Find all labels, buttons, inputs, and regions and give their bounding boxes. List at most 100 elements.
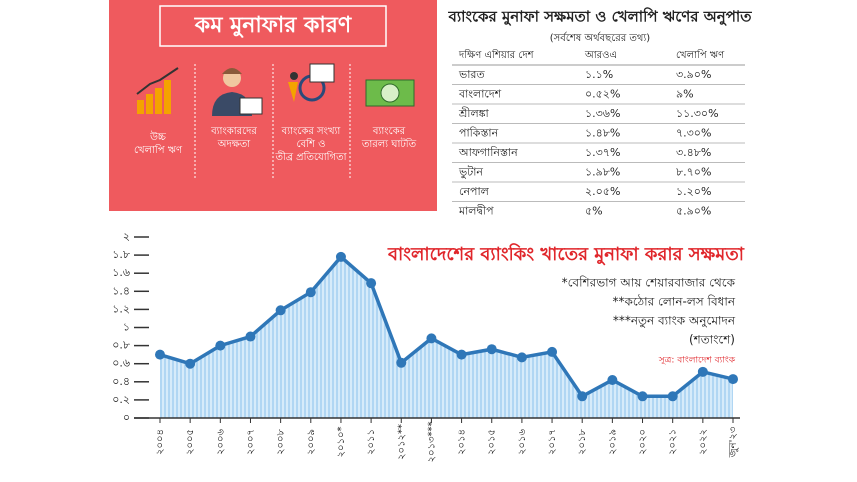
y-tick-label: ০.৮	[112, 339, 130, 352]
y-tick-label: ১.২	[112, 302, 130, 315]
point	[185, 358, 196, 369]
table-title: ব্যাংকের মুনাফা সক্ষমতা ও খেলাপি ঋণের অন…	[447, 7, 752, 26]
table-cell: ৭.৩০%	[676, 127, 711, 140]
reason-text: তারল্য ঘাটতি	[361, 137, 417, 150]
x-tick-label: ২০১৭	[547, 429, 558, 455]
table-cell: পাকিস্তান	[459, 127, 499, 140]
x-tick-label: ২০১৯	[607, 429, 618, 455]
table-cell: মালদ্বীপ	[458, 205, 494, 218]
source: সূত্র: বাংলাদেশ ব্যাংক	[658, 356, 736, 366]
x-tick-label: ২০১২**	[396, 424, 407, 460]
y-tick-label: ২	[123, 230, 130, 243]
table-header: দক্ষিণ এশিয়ার দেশ	[458, 49, 535, 61]
annotation: **কঠোর লোন-লস বিধান	[613, 295, 736, 309]
point	[396, 357, 407, 368]
table-cell: ভুটান	[458, 166, 483, 179]
panel-title-box	[159, 5, 387, 47]
reason-text: ব্যাংকের সংখ্যা	[281, 126, 342, 137]
x-tick-label: ২০১৩***	[426, 422, 437, 463]
x-tick-label: ২০০৪	[155, 429, 166, 455]
x-tick-label: ২০০৭	[245, 429, 256, 455]
panel-dividers	[194, 64, 351, 180]
table-cell: ১.৩৬%	[585, 107, 620, 120]
table-cell: ৯%	[676, 88, 694, 101]
icon-competition	[288, 63, 335, 102]
point	[426, 333, 437, 344]
point	[486, 344, 497, 355]
point	[607, 374, 618, 385]
x-tick-label: ২০১১	[366, 429, 377, 455]
table-cell: ২.০৫%	[585, 185, 620, 198]
point	[667, 391, 678, 402]
point	[305, 287, 316, 298]
table-cell: ১.৩৭%	[585, 146, 620, 159]
table-cell: ৫.৯০%	[676, 205, 711, 218]
reason-text: বেশি ও	[297, 138, 326, 150]
x-tick-label: ২০০৯	[306, 429, 317, 455]
point	[366, 278, 377, 289]
table-cell: ৫%	[585, 205, 603, 218]
y-tick-label: ০.৪	[112, 375, 130, 388]
table-cell: ভারত	[458, 68, 485, 81]
table-subtitle: (সর্বশেষ অর্থবছরের তথ্য)	[550, 32, 651, 44]
icon-money	[365, 79, 415, 107]
x-tick-label: ২০০৮	[276, 428, 287, 455]
x-tick-label: ২০২১	[668, 429, 679, 455]
point	[637, 391, 648, 402]
x-tick-label: ২০০৬	[215, 429, 226, 456]
point	[275, 305, 286, 316]
table-cell: আফগানিস্তান	[458, 146, 518, 159]
x-tick-label: ২০১৪	[457, 429, 468, 455]
reason-text: উচ্চ	[149, 130, 167, 143]
point	[728, 374, 738, 385]
table-cell: ১.২০%	[676, 185, 711, 198]
table-cell: ০.৫২%	[585, 88, 620, 101]
x-tick-label: ২০২২	[698, 429, 709, 455]
table-cell: শ্রীলঙ্কা	[458, 107, 490, 120]
x-tick-label: ২০০৫	[185, 429, 196, 455]
table-cell: ৩.৯০%	[676, 68, 711, 81]
reason-text: অদক্ষতা	[217, 139, 252, 150]
icon-growth	[136, 67, 179, 114]
table-cell: ১.৪৮%	[585, 127, 620, 140]
x-tick-label: জুন'২৩	[728, 426, 739, 458]
table-cell: ৩.৪৮%	[676, 146, 711, 159]
table-cell: ১.১%	[585, 68, 613, 81]
annotation: *বেশিরভাগ আয় শেয়ারবাজার থেকে	[562, 276, 736, 290]
table-cell: নেপাল	[459, 185, 490, 198]
table-header: খেলাপি ঋণ	[676, 49, 725, 61]
y-tick-label: ১.৪	[112, 284, 130, 297]
point	[155, 349, 165, 360]
x-tick-label: ২০২০	[638, 429, 649, 455]
point	[335, 251, 346, 262]
point	[245, 331, 256, 342]
line	[159, 254, 734, 399]
point	[215, 340, 226, 351]
table-cell: ১১.৩০%	[676, 107, 719, 120]
chart-title: বাংলাদেশের ব্যাংকিং খাতের মুনাফা করার সক…	[387, 243, 745, 265]
point	[516, 352, 527, 363]
reason-text: খেলাপি ঋণ	[134, 144, 183, 156]
point	[456, 349, 467, 360]
y-tick-label: ০.৬	[112, 357, 130, 370]
table-cell: ১.৯৮%	[585, 166, 620, 179]
reason-text: তীব্র প্রতিযোগিতা	[275, 150, 348, 163]
reason-text: ব্যাংকের	[372, 126, 406, 137]
x-tick-label: ২০১৮	[577, 428, 588, 454]
y-tick-label: ১	[123, 321, 130, 334]
point	[547, 346, 558, 357]
point	[697, 366, 708, 377]
x-tick-label: ২০১৫	[487, 429, 498, 455]
x-tick-label: ২০১৬	[517, 429, 528, 455]
panel-title: কম মুনাফার কারণ	[194, 13, 352, 39]
table-cell: ৮.৭০%	[676, 166, 711, 179]
y-tick-label: ১.৬	[112, 266, 130, 279]
icon-banker	[212, 68, 263, 116]
table-cell: বাংলাদেশ	[458, 88, 502, 101]
y-tick-label: ১.৮	[112, 248, 130, 261]
annotation: (শতাংশে)	[689, 333, 735, 347]
table-header: আরওএ	[584, 50, 617, 61]
annotation: ***নতুন ব্যাংক অনুমোদন	[613, 314, 736, 329]
